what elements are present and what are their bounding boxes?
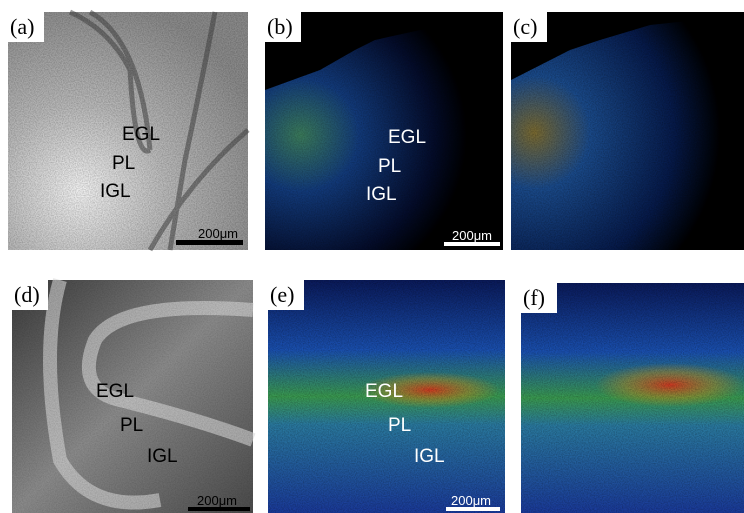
annotation: IGL <box>366 184 397 205</box>
panel-c <box>511 12 744 250</box>
scale-bar <box>444 242 500 246</box>
annotation: EGL <box>365 381 403 402</box>
annotation: PL <box>388 415 411 436</box>
panel-label: (c) <box>513 14 537 39</box>
panel-label: (d) <box>14 282 40 307</box>
scale-bar <box>446 507 500 511</box>
panel-label: (b) <box>267 14 293 39</box>
panel-label: (f) <box>523 285 545 310</box>
scale-bar-label: 200μm <box>451 493 491 508</box>
panel-label: (a) <box>10 14 34 39</box>
annotation: PL <box>112 153 135 174</box>
scale-bar <box>188 507 250 511</box>
annotation: EGL <box>96 381 134 402</box>
annotation: PL <box>120 415 143 436</box>
annotation: IGL <box>147 446 178 467</box>
panel-label: (e) <box>270 282 294 307</box>
annotation: IGL <box>414 446 445 467</box>
scale-bar-label: 200μm <box>198 226 238 241</box>
annotation: IGL <box>100 181 131 202</box>
scale-bar <box>176 240 243 245</box>
annotation: EGL <box>388 127 426 148</box>
annotation: EGL <box>122 124 160 145</box>
panel-b <box>265 12 503 250</box>
scale-bar-label: 200μm <box>452 228 492 243</box>
annotation: PL <box>378 156 401 177</box>
scale-bar-label: 200μm <box>197 493 237 508</box>
panel-f <box>521 283 744 513</box>
page: {"panels": [ {"label": "(a)", "annotatio… <box>0 0 744 513</box>
figure: (a) (b) (c) (d) (e) (f) EGL PL IGL EGL P… <box>0 0 744 513</box>
